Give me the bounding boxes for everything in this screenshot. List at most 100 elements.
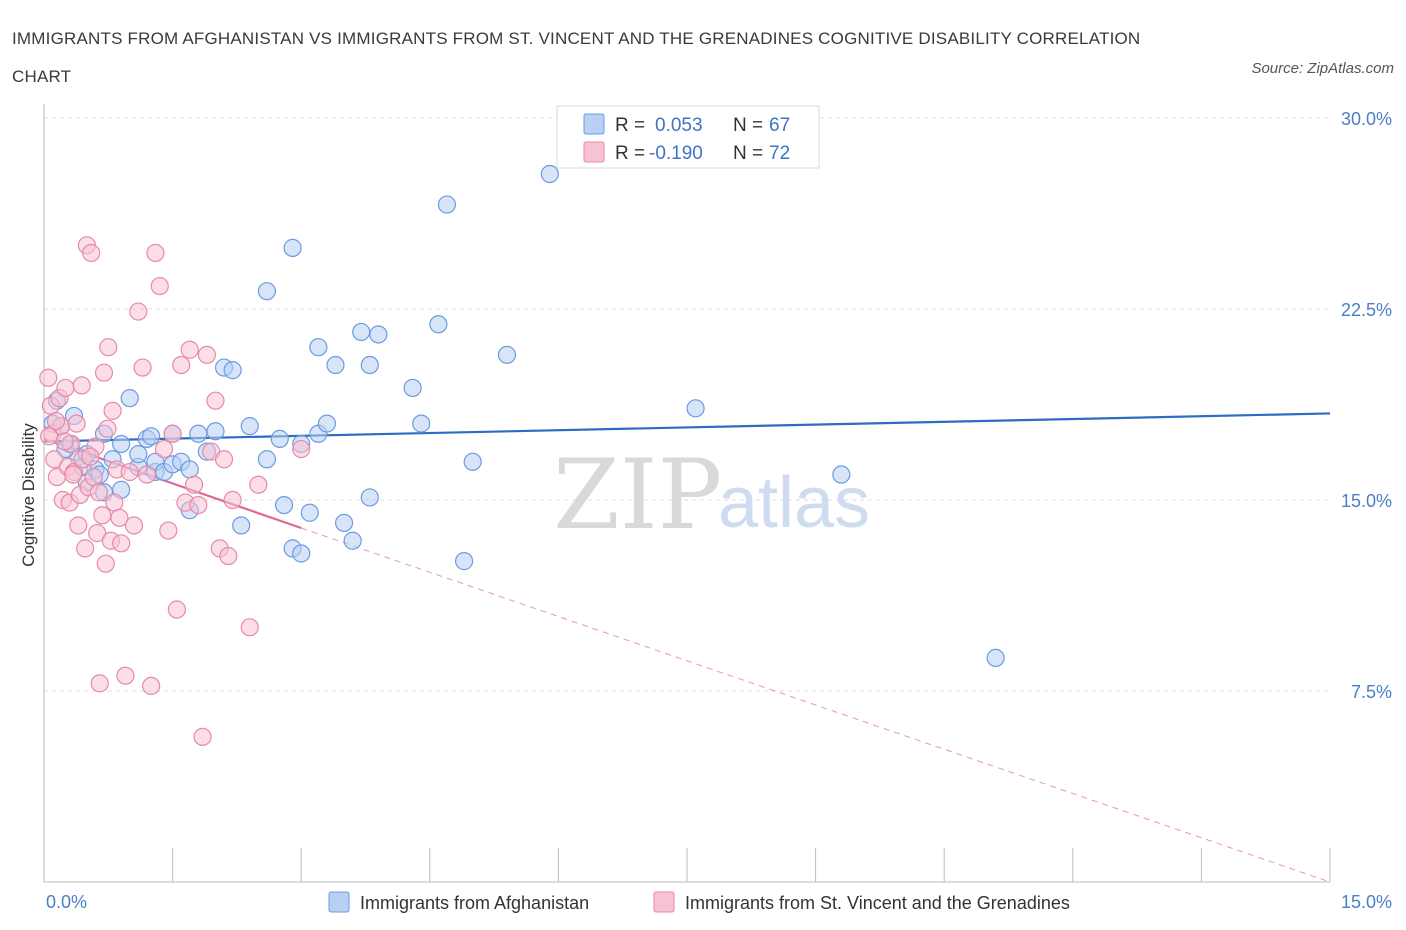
afghanistan-point	[283, 238, 302, 257]
st-vincent-point	[193, 727, 212, 746]
afghanistan-point	[832, 465, 851, 484]
afghanistan-trend-line	[43, 412, 1331, 443]
st-vincent-point	[45, 450, 64, 469]
st-vincent-point	[67, 414, 86, 433]
bottom-legend-swatch-blue	[328, 891, 350, 913]
st-vincent-point	[81, 447, 100, 466]
afghanistan-point	[223, 361, 242, 380]
st-vincent-point	[206, 391, 225, 410]
afghanistan-point	[343, 531, 362, 550]
y-tick-labels: 7.5% 15.0% 22.5% 30.0%	[1341, 109, 1392, 702]
st-vincent-point	[223, 490, 242, 510]
st-vincent-point	[90, 674, 109, 693]
st-vincent-point	[56, 378, 75, 398]
st-vincent-point	[96, 554, 115, 573]
afghanistan-point	[292, 544, 311, 563]
st-vincent-point	[159, 521, 178, 540]
st-vincent-point	[240, 618, 259, 637]
st-vincent-point	[120, 462, 139, 482]
correlation-legend: R = 0.053 N = 67 R = -0.190 N = 72	[556, 105, 820, 169]
st-vincent-point	[163, 424, 182, 443]
st-vincent-point	[105, 493, 124, 512]
st-vincent-point	[129, 302, 148, 321]
x-tick-label: 0.0%	[46, 892, 87, 912]
st-vincent-point	[133, 358, 152, 377]
legend-n-value-1: 67	[769, 115, 790, 136]
afghanistan-point	[463, 452, 482, 471]
st-vincent-point	[172, 355, 191, 375]
afghanistan-point	[334, 513, 354, 533]
st-vincent-point	[249, 475, 268, 494]
st-vincent-point	[150, 276, 169, 296]
afghanistan-point	[429, 315, 448, 334]
st-vincent-point	[72, 376, 91, 395]
afghanistan-point	[360, 488, 379, 507]
series-legend: Immigrants from Afghanistan Immigrants f…	[328, 891, 1070, 913]
st-vincent-point	[82, 243, 101, 263]
st-vincent-point	[146, 243, 165, 263]
st-vincent-point	[103, 401, 122, 420]
afghanistan-point	[274, 495, 294, 515]
source-label: Source: ZipAtlas.com	[1251, 60, 1394, 77]
y-axis-label: Cognitive Disability	[19, 423, 38, 567]
st-vincent-point	[189, 495, 208, 515]
st-vincent-point	[40, 427, 59, 446]
chart-title: IMMIGRANTS FROM AFGHANISTAN VS IMMIGRANT…	[12, 29, 1141, 86]
st-vincent-point	[154, 439, 174, 459]
afghanistan-point	[189, 424, 208, 443]
st-vincent-trend-extension	[301, 527, 1331, 883]
afghanistan-point	[686, 399, 705, 418]
watermark-zip: ZIP	[553, 439, 722, 551]
st-vincent-point	[142, 676, 161, 696]
afghanistan-point	[180, 460, 199, 479]
afghanistan-point	[352, 322, 371, 342]
afghanistan-point	[317, 414, 337, 433]
st-vincent-point	[219, 546, 238, 566]
y-tick-label: 30.0%	[1341, 109, 1392, 129]
legend-r-value-2: -0.190	[649, 143, 703, 164]
afghanistan-point	[309, 338, 328, 357]
legend-n-label-1: N =	[733, 115, 763, 136]
st-vincent-point	[197, 345, 216, 364]
st-vincent-point	[112, 534, 131, 553]
st-vincent-point	[124, 516, 144, 535]
watermark: ZIP atlas	[553, 439, 870, 551]
st-vincent-point	[46, 411, 66, 431]
afghanistan-point	[986, 648, 1005, 667]
st-vincent-point	[76, 539, 95, 558]
x-tick-label: 15.0%	[1341, 892, 1392, 912]
afghanistan-point	[403, 378, 422, 398]
afghanistan-point	[240, 417, 259, 436]
afghanistan-point	[454, 552, 474, 571]
axes	[43, 104, 1331, 883]
afghanistan-point	[369, 325, 388, 344]
st-vincent-point	[88, 524, 107, 543]
st-vincent-point	[214, 450, 234, 469]
st-vincent-point	[180, 340, 199, 359]
afghanistan-point	[129, 445, 148, 464]
st-vincent-point	[55, 432, 74, 451]
afghanistan-point	[540, 164, 559, 184]
st-vincent-point	[94, 363, 114, 382]
st-vincent-point	[167, 600, 186, 619]
afghanistan-point	[360, 355, 379, 375]
st-vincent-point	[64, 465, 83, 484]
y-tick-label: 7.5%	[1351, 682, 1392, 702]
st-vincent-point	[39, 368, 58, 387]
st-vincent-point	[99, 338, 118, 357]
st-vincent-point	[292, 439, 311, 459]
st-vincent-point	[98, 419, 117, 438]
st-vincent-point	[89, 483, 108, 502]
afghanistan-point	[112, 434, 131, 454]
legend-r-label-1: R =	[615, 115, 645, 136]
afghanistan-point	[412, 414, 431, 433]
st-vincent-point	[69, 516, 88, 535]
st-vincent-point	[110, 508, 129, 527]
st-vincent-point	[184, 475, 204, 494]
x-tick-labels: 0.0% 15.0%	[46, 892, 1392, 912]
st-vincent-point	[137, 465, 156, 484]
legend-n-value-2: 72	[769, 143, 790, 164]
afghanistan-point	[326, 355, 345, 375]
bottom-legend-label-1: Immigrants from Afghanistan	[360, 893, 589, 913]
